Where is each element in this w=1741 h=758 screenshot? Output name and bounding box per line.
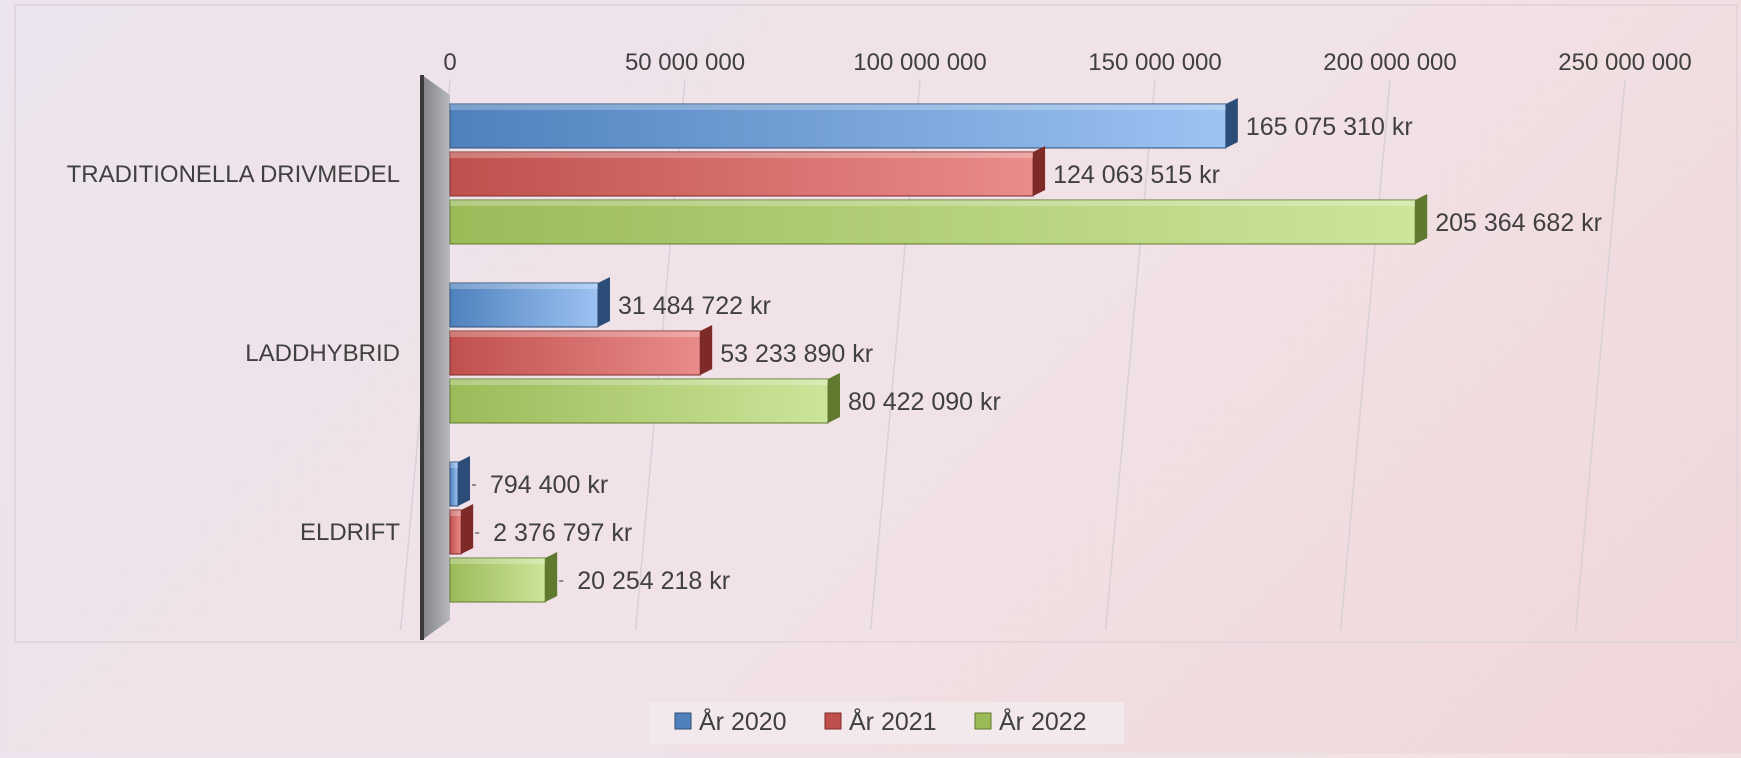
legend-swatch <box>974 712 992 730</box>
bar <box>449 282 599 328</box>
x-tick-label: 250 000 000 <box>1558 49 1691 76</box>
data-label: 165 075 310 kr <box>1246 113 1413 141</box>
bar-end-cap <box>461 504 474 554</box>
category-label: ELDRIFT <box>300 519 400 546</box>
data-label: 124 063 515 kr <box>1053 161 1220 189</box>
bar-highlight <box>450 510 462 516</box>
category-label: TRADITIONELLA DRIVMEDEL <box>67 161 400 188</box>
legend-swatch <box>674 712 692 730</box>
bar <box>449 330 701 376</box>
x-tick-label: 50 000 000 <box>625 49 745 76</box>
bar <box>449 461 459 507</box>
bar-end-cap <box>1225 98 1238 148</box>
bar-end-cap <box>1033 146 1046 196</box>
legend-label: År 2020 <box>699 706 787 736</box>
bar-highlight <box>450 558 546 564</box>
bar-highlight <box>450 331 701 337</box>
legend-label: År 2021 <box>849 706 937 736</box>
gridline <box>1339 79 1391 631</box>
data-label: 53 233 890 kr <box>720 340 873 368</box>
x-tick-label: 200 000 000 <box>1323 49 1456 76</box>
bar-end-cap <box>1415 194 1428 244</box>
bar-end-cap <box>597 277 610 327</box>
bar-end-cap <box>700 325 713 375</box>
axis-wall <box>422 75 450 640</box>
legend-swatch <box>824 712 842 730</box>
bar <box>449 199 1416 245</box>
bar-end-cap <box>545 552 558 602</box>
bar-highlight <box>450 379 828 385</box>
plot-area-frame <box>14 4 1738 643</box>
bar-highlight <box>450 152 1034 158</box>
data-label: 2 376 797 kr <box>493 519 632 547</box>
bar <box>449 151 1034 197</box>
data-label: 20 254 218 kr <box>577 567 730 595</box>
legend-label: År 2022 <box>999 706 1087 736</box>
bar-end-cap <box>458 456 470 506</box>
x-tick-label: 100 000 000 <box>853 49 986 76</box>
gridline <box>1574 79 1626 631</box>
legend-box <box>649 702 1124 744</box>
category-label: LADDHYBRID <box>245 340 400 367</box>
data-label: 205 364 682 kr <box>1435 209 1602 237</box>
bar-end-cap <box>827 373 840 423</box>
bar-highlight <box>450 462 458 468</box>
bar <box>449 378 829 424</box>
bar <box>449 557 546 603</box>
bar-highlight <box>450 200 1416 206</box>
data-label: 31 484 722 kr <box>618 292 771 320</box>
data-label: 794 400 kr <box>490 471 608 499</box>
bar-highlight <box>450 283 598 289</box>
bar-highlight <box>450 104 1226 110</box>
data-label: 80 422 090 kr <box>848 388 1001 416</box>
gridline <box>1104 79 1156 631</box>
bar <box>449 509 462 555</box>
x-tick-label: 0 <box>443 49 456 76</box>
x-tick-label: 150 000 000 <box>1088 49 1221 76</box>
bar <box>449 103 1227 149</box>
